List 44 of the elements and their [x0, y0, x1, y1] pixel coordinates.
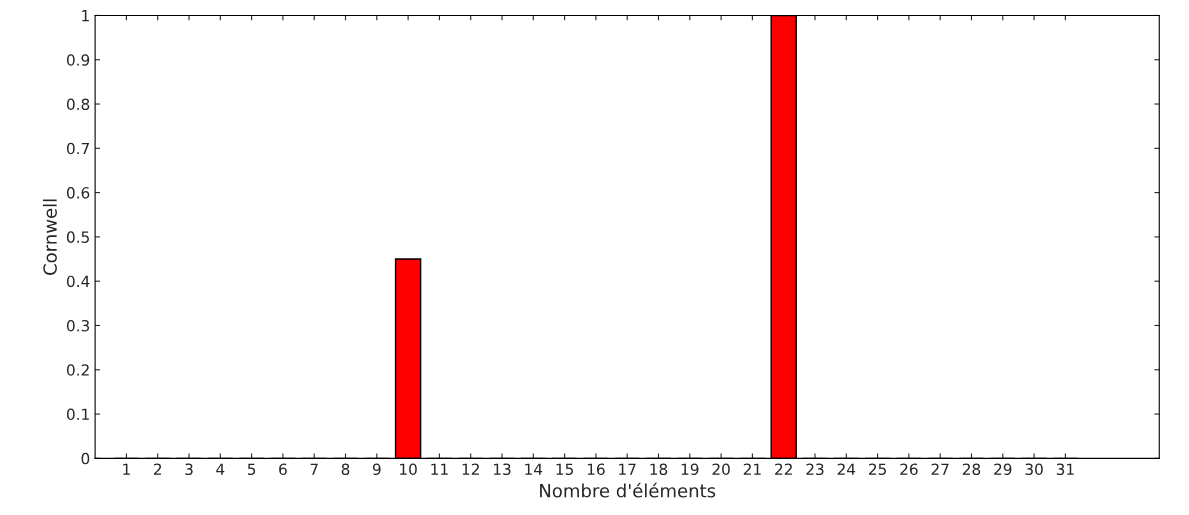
x-tick-label: 6	[279, 463, 287, 476]
x-tick-label: 21	[743, 463, 761, 475]
x-axis-title: Nombre d'éléments	[540, 482, 716, 498]
x-tick-label: 24	[837, 463, 856, 475]
x-tick-label: 29	[994, 463, 1012, 476]
x-tick-label: 31	[1056, 463, 1074, 476]
x-tick-label: 2	[153, 463, 162, 475]
y-axis-title: Cornwell	[42, 199, 57, 275]
x-tick-label: 25	[868, 463, 886, 476]
y-tick-label: 0.6	[66, 187, 90, 199]
x-tick-label: 15	[556, 463, 573, 476]
x-tick-label: 18	[650, 463, 668, 476]
x-tick-label: 14	[525, 463, 543, 475]
x-tick-label: 3	[185, 463, 193, 476]
y-tick-label: 0.3	[66, 319, 90, 332]
x-tick-label: 28	[962, 463, 981, 476]
y-tick-label: 0.5	[66, 231, 89, 243]
x-tick-label: 19	[681, 463, 699, 476]
x-tick-label: 30	[1025, 463, 1043, 476]
y-tick-label: 0.2	[66, 364, 89, 376]
x-tick-label: 9	[372, 463, 381, 476]
x-tick-label: 23	[806, 463, 824, 476]
y-tick-label: 0.4	[66, 275, 90, 288]
x-tick-label: 17	[619, 463, 636, 475]
x-tick-label: 22	[775, 463, 792, 475]
x-tick-label: 10	[400, 463, 417, 476]
y-tick-label: 0.1	[66, 408, 89, 421]
x-tick-label: 12	[462, 463, 479, 475]
y-tick-label: 0.7	[66, 142, 89, 155]
y-tick-label: 0.9	[66, 54, 90, 66]
x-tick-label: 16	[587, 463, 605, 476]
x-tick-label: 27	[931, 463, 949, 475]
y-tick-label: 0	[81, 452, 90, 465]
x-tick-label: 5	[247, 463, 256, 476]
x-tick-label: 26	[900, 463, 918, 476]
x-tick-label: 20	[712, 463, 730, 476]
x-tick-label: 13	[493, 463, 511, 476]
x-tick-label: 8	[341, 463, 350, 476]
x-tick-label: 4	[216, 463, 225, 475]
y-tick-label: 1	[82, 10, 89, 22]
y-tick-label: 0.8	[66, 98, 90, 111]
x-tick-label: 11	[431, 463, 448, 475]
x-tick-label: 1	[123, 463, 130, 475]
x-tick-label: 7	[310, 463, 318, 475]
